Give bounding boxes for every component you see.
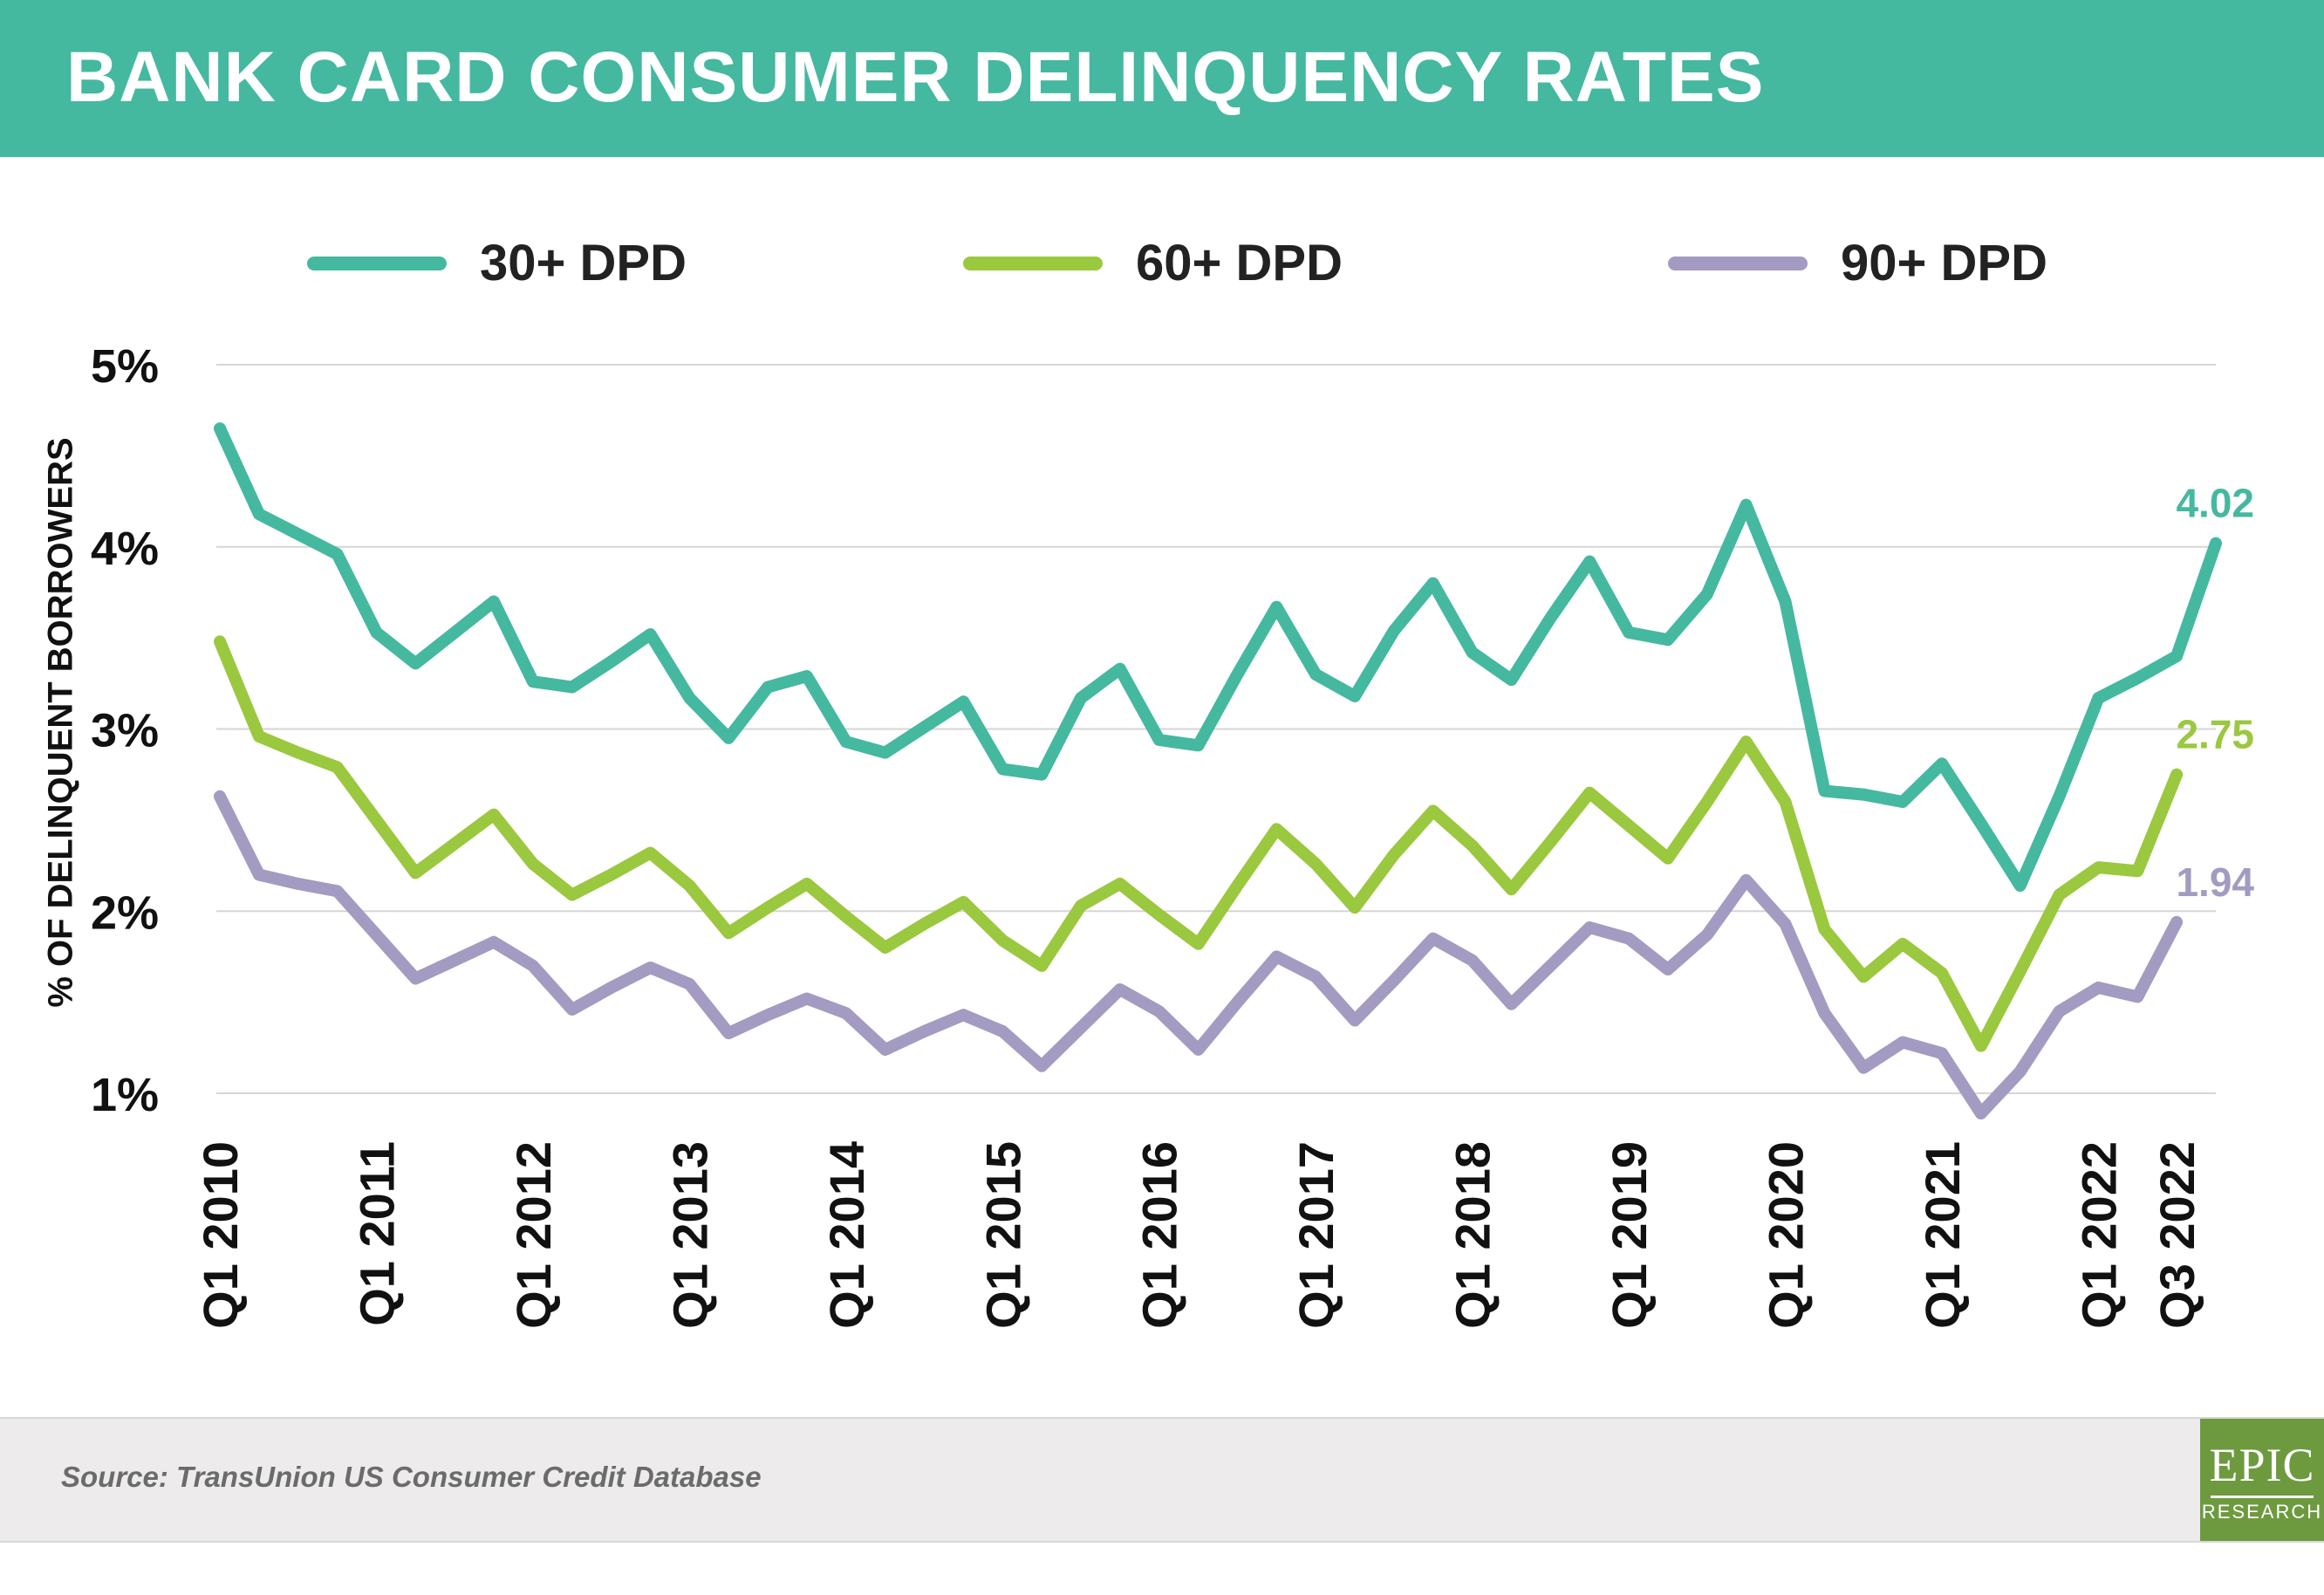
x-tick-label: Q1 2017: [1288, 1141, 1343, 1329]
source-note: Source: TransUnion US Consumer Credit Da…: [61, 1461, 762, 1493]
legend: 30+ DPD 60+ DPD 90+ DPD: [0, 218, 2324, 305]
y-tick-label: 2%: [91, 886, 159, 939]
legend-label-30dpd: 30+ DPD: [480, 235, 687, 291]
x-tick-label: Q1 2019: [1602, 1141, 1657, 1329]
x-tick-label: Q3 2022: [2150, 1141, 2204, 1329]
y-tick-label: 5%: [91, 340, 159, 393]
epic-research-logo: EPIC RESEARCH: [2200, 1419, 2324, 1541]
x-tick-label: Q1 2011: [349, 1141, 404, 1326]
line-chart: 1% 2% 3% 4% 5% 4.02 2.75 1.94 Q1 2010 Q1 2011 Q1 2…: [91, 340, 2254, 1329]
y-tick-label: 3%: [91, 705, 159, 757]
x-tick-label: Q1 2020: [1759, 1141, 1814, 1329]
end-value-label: 1.94: [2176, 859, 2254, 905]
series-line-90dpd: [214, 790, 2184, 1119]
legend-label-60dpd: 60+ DPD: [1136, 235, 1343, 291]
x-tick-label: Q1 2021: [1915, 1141, 1970, 1329]
x-tick-label: Q1 2014: [819, 1141, 874, 1329]
x-tick-label: Q1 2018: [1446, 1141, 1500, 1329]
x-tick-label: Q1 2012: [506, 1141, 561, 1329]
end-value-label: 4.02: [2176, 481, 2254, 526]
x-tick-label: Q1 2010: [193, 1141, 248, 1329]
y-tick-label: 4%: [91, 523, 159, 575]
y-tick-label: 1%: [91, 1069, 159, 1121]
series-line-60dpd: [214, 635, 2184, 1052]
legend-swatch-30dpd: [307, 257, 447, 270]
legend-swatch-60dpd: [963, 257, 1103, 270]
chart-title: BANK CARD CONSUMER DELINQUENCY RATES: [66, 38, 1765, 117]
x-tick-label: Q1 2013: [662, 1141, 717, 1329]
legend-label-90dpd: 90+ DPD: [1841, 235, 2047, 291]
x-tick-label: Q1 2016: [1132, 1141, 1187, 1329]
logo-sub-text: RESEARCH: [2201, 1501, 2323, 1523]
x-tick-label: Q1 2022: [2071, 1141, 2126, 1329]
header-banner: BANK CARD CONSUMER DELINQUENCY RATES: [0, 0, 2324, 157]
end-value-label: 2.75: [2176, 712, 2254, 757]
series-line-30dpd: [214, 422, 2222, 892]
footer: Source: TransUnion US Consumer Credit Da…: [0, 1417, 2324, 1543]
logo-main-text: EPIC: [2209, 1439, 2315, 1491]
logo-rule: [2211, 1496, 2314, 1498]
legend-swatch-90dpd: [1668, 257, 1808, 270]
x-tick-label: Q1 2015: [975, 1141, 1030, 1329]
